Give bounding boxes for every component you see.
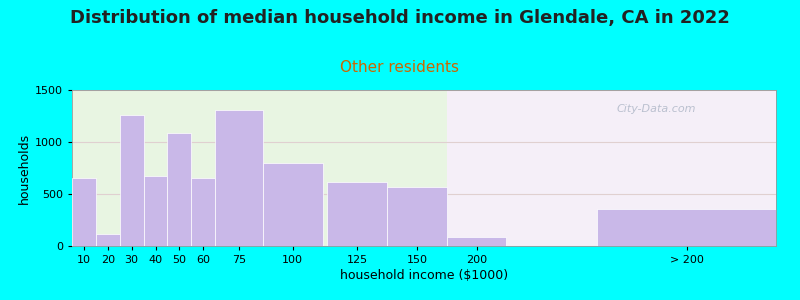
Text: City-Data.com: City-Data.com bbox=[617, 104, 696, 114]
Bar bbox=[263, 163, 322, 246]
Y-axis label: households: households bbox=[18, 132, 31, 204]
Bar bbox=[120, 115, 143, 246]
Bar bbox=[96, 233, 120, 246]
Bar bbox=[446, 90, 776, 246]
Text: Distribution of median household income in Glendale, CA in 2022: Distribution of median household income … bbox=[70, 9, 730, 27]
Bar bbox=[72, 178, 96, 246]
Bar bbox=[446, 237, 506, 246]
Bar bbox=[191, 178, 215, 246]
Bar bbox=[387, 187, 446, 246]
Bar bbox=[215, 110, 263, 246]
Bar bbox=[167, 133, 191, 246]
Bar bbox=[327, 182, 387, 246]
Bar bbox=[597, 208, 776, 246]
Bar bbox=[143, 176, 167, 246]
Bar bbox=[72, 90, 446, 246]
Text: Other residents: Other residents bbox=[341, 60, 459, 75]
X-axis label: household income ($1000): household income ($1000) bbox=[340, 269, 508, 282]
